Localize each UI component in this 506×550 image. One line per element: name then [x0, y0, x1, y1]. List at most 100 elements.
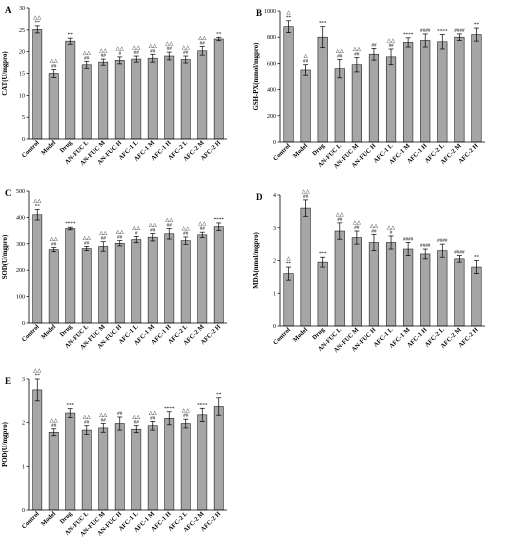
bar: [471, 34, 482, 143]
significance-label: △△ ##: [387, 38, 395, 49]
bar: [368, 53, 380, 143]
bar: [164, 417, 175, 511]
x-tick-label: Model: [40, 510, 57, 527]
significance-label: △△ ##: [83, 415, 91, 426]
bar: [131, 58, 142, 140]
bar: [48, 249, 59, 324]
x-tick-label: Model: [40, 139, 57, 156]
significance-label: △△ ##: [116, 230, 124, 241]
bar: [114, 423, 125, 511]
bar: [213, 406, 224, 511]
significance-label: △ **: [286, 256, 292, 267]
significance-label: △△ ##: [149, 43, 157, 54]
bar: [334, 230, 345, 327]
bar: [420, 253, 431, 327]
bar: [437, 250, 448, 327]
y-tick-label: 3: [273, 226, 276, 232]
bar: [48, 431, 59, 511]
x-tick-label: Model: [292, 326, 309, 343]
y-tick-label: 0: [273, 324, 276, 330]
bar: [147, 57, 158, 140]
y-tick-label: 5: [22, 115, 25, 121]
significance-label: △△ **: [33, 15, 41, 26]
y-tick-label: 20: [19, 50, 25, 56]
bar: [317, 261, 328, 327]
significance-label: ****: [164, 406, 175, 412]
significance-label: △△ ##: [83, 235, 91, 246]
bar: [81, 248, 92, 324]
significance-label: **: [474, 22, 480, 28]
bar: [81, 64, 92, 140]
significance-label: △△ ##: [370, 223, 378, 234]
significance-label: △△ ##: [99, 48, 107, 59]
y-axis-title: GSH-PX(mmol/mgpro): [253, 43, 260, 111]
significance-label: △△ ##: [302, 189, 310, 200]
bar: [131, 428, 142, 511]
bar: [147, 425, 158, 511]
bar: [334, 68, 345, 143]
significance-label: △△ ##: [182, 226, 190, 237]
significance-label: △△ ##: [198, 35, 206, 46]
bar: [147, 236, 158, 324]
x-tick-label: Model: [40, 323, 57, 340]
bar: [180, 240, 191, 324]
bar: [48, 73, 59, 140]
panel-letter: A: [5, 5, 12, 15]
bar: [317, 36, 328, 143]
y-tick-label: 2: [22, 421, 25, 427]
y-axis-title: SOD(U/mgpro): [2, 235, 9, 279]
significance-label: △△ ##: [132, 415, 140, 426]
significance-label: △ ##: [303, 54, 309, 65]
y-axis-title: MDA(nmol/mgpro): [253, 232, 260, 289]
bar: [471, 266, 482, 327]
y-tick-label: 1: [22, 464, 25, 470]
bar: [131, 239, 142, 324]
panel-letter: B: [256, 8, 262, 18]
significance-label: △△ ##: [132, 45, 140, 56]
significance-label: ####: [420, 28, 431, 34]
significance-label: △△ ##: [336, 48, 344, 59]
significance-label: △△ ##: [99, 231, 107, 242]
bar: [403, 248, 414, 327]
bar: [197, 50, 208, 140]
y-axis-title: CAT(U/mgpro): [2, 51, 9, 95]
bar: [283, 26, 294, 143]
y-tick-label: 200: [267, 114, 276, 120]
y-tick-label: 0: [22, 321, 25, 327]
bar: [114, 242, 125, 324]
y-tick-label: 200: [16, 268, 25, 274]
panel-letter: E: [5, 376, 11, 386]
significance-label: ***: [66, 403, 74, 409]
y-tick-label: 0: [22, 137, 25, 143]
y-tick-label: 1: [273, 291, 276, 297]
y-tick-label: 4: [273, 193, 276, 199]
y-tick-label: 0: [273, 140, 276, 146]
significance-label: △△ ##: [149, 410, 157, 421]
significance-label: △△ ##: [165, 41, 173, 52]
bar: [98, 246, 109, 324]
significance-label: ####: [454, 250, 465, 256]
bar: [81, 429, 92, 511]
significance-label: △△ ##: [336, 212, 344, 223]
y-axis-title: POD(U/mgpro): [2, 422, 9, 467]
y-tick-label: 25: [19, 28, 25, 34]
significance-label: △△ #: [116, 46, 124, 57]
significance-label: △△ ##: [50, 418, 58, 429]
bar: [385, 56, 397, 143]
panel-c: C△△ **Control△△ ##Model****Drug△△ ##AN-FUC …: [2, 188, 227, 351]
bar: [437, 41, 448, 143]
significance-label: ****: [214, 217, 225, 223]
significance-label: △△ ##: [83, 50, 91, 61]
y-tick-label: 3: [22, 377, 25, 383]
significance-label: △ **: [286, 10, 292, 21]
bar: [351, 64, 362, 143]
significance-label: ****: [437, 29, 448, 35]
bar: [164, 55, 175, 140]
significance-label: ####: [420, 243, 431, 249]
significance-label: ####: [437, 238, 448, 244]
significance-label: △△ ##: [50, 59, 58, 70]
bar: [300, 69, 311, 143]
significance-label: **: [216, 31, 222, 37]
significance-label: ##: [117, 411, 123, 417]
